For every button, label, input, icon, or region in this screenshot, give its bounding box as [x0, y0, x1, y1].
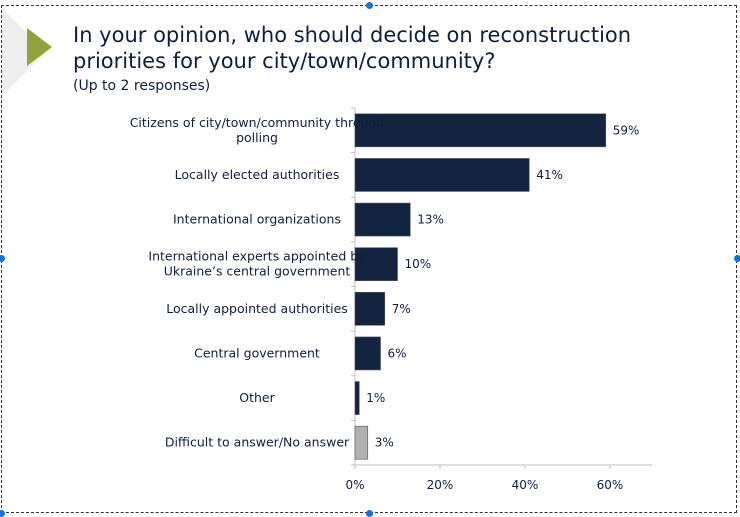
resize-handle-top[interactable]: [366, 2, 373, 9]
category-label: International experts appointed by: [148, 249, 366, 264]
resize-handle-bottom-left[interactable]: [0, 510, 5, 517]
x-tick-label: 60%: [597, 478, 624, 492]
chart-title: In your opinion, who should decide on re…: [73, 23, 632, 73]
resize-handle-left[interactable]: [0, 255, 5, 262]
data-label: 13%: [417, 213, 444, 227]
bar: [354, 292, 386, 326]
bar: [354, 381, 360, 415]
category-label: Ukraine’s central government: [164, 264, 351, 279]
category-label: Other: [239, 390, 275, 405]
bar: [354, 202, 411, 237]
data-label: 7%: [392, 302, 411, 316]
resize-handle-bottom[interactable]: [366, 510, 373, 517]
bar: [354, 158, 530, 192]
category-label: International organizations: [173, 212, 341, 227]
bar: [354, 425, 369, 460]
x-tick-label: 40%: [512, 478, 539, 492]
category-label: polling: [236, 130, 278, 145]
category-label: Locally elected authorities: [175, 167, 340, 182]
x-tick-label: 20%: [427, 478, 454, 492]
data-label: 6%: [388, 346, 407, 360]
data-label: 41%: [536, 168, 563, 182]
bar: [354, 247, 398, 281]
category-label: Central government: [194, 345, 320, 360]
data-label: 10%: [405, 257, 432, 271]
play-arrow-icon: [27, 28, 52, 66]
resize-handle-right[interactable]: [734, 255, 740, 262]
chart-subtitle: (Up to 2 responses): [73, 78, 211, 94]
category-label: Locally appointed authorities: [166, 301, 348, 316]
bar: [354, 336, 381, 371]
x-tick-label: 0%: [345, 478, 364, 492]
data-label: 59%: [613, 123, 640, 137]
category-label: Citizens of city/town/community through: [130, 115, 385, 130]
category-label: Difficult to answer/No answer: [165, 435, 350, 450]
data-label: 3%: [375, 436, 394, 450]
data-label: 1%: [366, 391, 385, 405]
bar: [354, 113, 607, 148]
